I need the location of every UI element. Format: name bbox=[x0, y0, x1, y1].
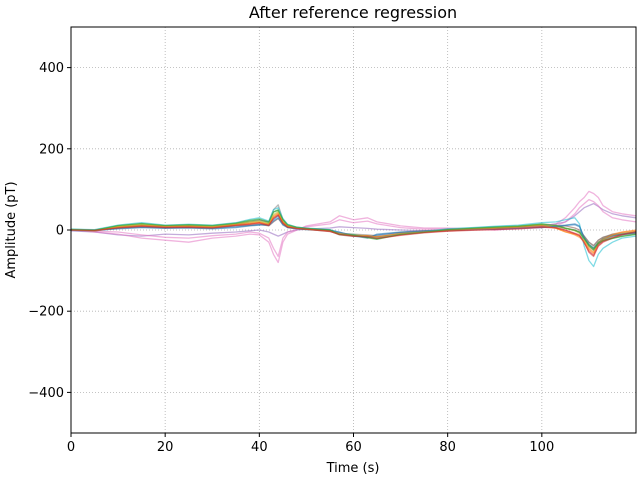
y-tick-label: 0 bbox=[56, 224, 64, 239]
series-line-4 bbox=[70, 202, 637, 237]
x-tick-label: 100 bbox=[529, 440, 554, 455]
plot-area bbox=[70, 190, 637, 268]
series-line-7 bbox=[70, 198, 637, 258]
x-tick-label: 80 bbox=[439, 440, 456, 455]
x-tick-label: 20 bbox=[157, 440, 174, 455]
y-tick-label: −400 bbox=[28, 386, 64, 401]
series-line-14 bbox=[70, 214, 637, 256]
series-line-12 bbox=[70, 213, 637, 255]
y-tick-label: 400 bbox=[39, 61, 64, 76]
y-axis-label: Amplitude (pT) bbox=[4, 181, 19, 278]
grid bbox=[70, 27, 636, 433]
x-axis-label: Time (s) bbox=[326, 461, 380, 476]
y-tick-label: −200 bbox=[28, 305, 64, 320]
y-tick-label: 200 bbox=[39, 142, 64, 157]
series-line-6 bbox=[70, 190, 637, 264]
series-line-13 bbox=[70, 209, 637, 251]
x-tick-label: 40 bbox=[251, 440, 268, 455]
series-line-0 bbox=[70, 215, 637, 251]
x-tick-label: 0 bbox=[67, 440, 75, 455]
x-tick-label: 60 bbox=[345, 440, 362, 455]
chart-title: After reference regression bbox=[249, 3, 457, 22]
x-axis: 0 20 40 60 80 100 bbox=[67, 433, 554, 455]
y-axis: −400 −200 0 200 400 bbox=[28, 61, 71, 401]
